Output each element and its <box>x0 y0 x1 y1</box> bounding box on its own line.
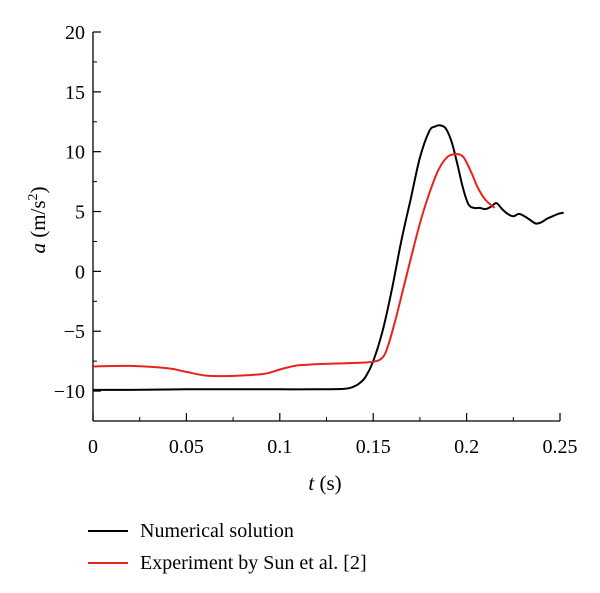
x-axis-label: t (s) <box>308 471 341 495</box>
y-axis-label: a (m/s2) <box>26 186 50 253</box>
legend-item-numerical: Numerical solution <box>88 515 367 547</box>
series-line-numerical <box>92 124 564 391</box>
y-tick-label: −10 <box>54 381 85 403</box>
series-line-experiment <box>92 153 496 378</box>
y-ticks: −10 −5 0 5 10 15 20 <box>54 22 101 422</box>
y-tick-label: −5 <box>64 321 85 343</box>
y-tick-label: 10 <box>65 142 85 164</box>
x-tick-label: 0 <box>88 436 98 458</box>
legend-label-experiment: Experiment by Sun et al. [2] <box>140 551 367 574</box>
x-ticks: 0 0.05 0.1 0.15 0.2 0.25 <box>88 413 578 458</box>
x-tick-label: 0.2 <box>454 436 479 458</box>
y-tick-label: 0 <box>75 261 85 283</box>
x-tick-label: 0.15 <box>356 436 391 458</box>
legend-label-numerical: Numerical solution <box>140 519 294 542</box>
series-lines <box>92 124 564 391</box>
y-tick-label: 5 <box>75 202 85 224</box>
y-tick-label: 20 <box>65 22 85 44</box>
legend-swatch-experiment <box>88 562 128 564</box>
y-tick-label: 15 <box>65 82 85 104</box>
x-tick-label: 0.05 <box>169 436 204 458</box>
legend: Numerical solution Experiment by Sun et … <box>88 515 367 579</box>
x-tick-label: 0.1 <box>267 436 292 458</box>
x-tick-label: 0.25 <box>543 436 578 458</box>
axes <box>92 32 560 422</box>
legend-swatch-numerical <box>88 530 128 532</box>
legend-item-experiment: Experiment by Sun et al. [2] <box>88 547 367 579</box>
